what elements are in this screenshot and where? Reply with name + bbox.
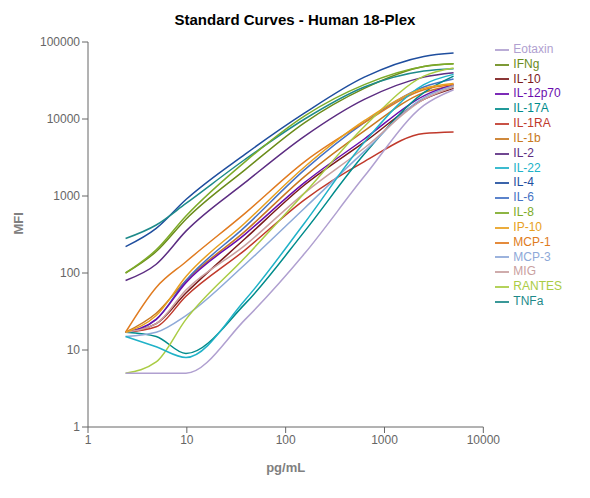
html-text:Standard Curves - Human 18-Ple: Standard Curves - Human 18-Plex — [174, 11, 416, 28]
svg-text:1: 1 — [73, 420, 80, 434]
svg-text:100000: 100000 — [40, 35, 80, 49]
html-text:RANTES: RANTES — [513, 279, 562, 294]
html-text:IL-12p70: IL-12p70 — [513, 86, 561, 101]
html-text:IL-22: IL-22 — [513, 160, 541, 175]
html-text:MCP-3: MCP-3 — [513, 249, 551, 264]
svg-text:MFI: MFI — [11, 212, 26, 234]
html-text:IL-2: IL-2 — [513, 145, 534, 160]
html-text:IL-17A: IL-17A — [513, 101, 549, 116]
html-text:IFNg: IFNg — [513, 56, 540, 71]
html-text:TNFa: TNFa — [513, 294, 544, 309]
html-text:IL-6: IL-6 — [513, 190, 534, 205]
svg-text:10: 10 — [180, 433, 194, 447]
svg-text:1000: 1000 — [371, 433, 398, 447]
svg-text:1000: 1000 — [53, 189, 80, 203]
html-text:IL-1RA: IL-1RA — [513, 116, 551, 131]
svg-text:100: 100 — [60, 266, 80, 280]
svg-text:10000: 10000 — [467, 433, 501, 447]
html-text:IL-10: IL-10 — [513, 71, 541, 86]
html-text:IL-4: IL-4 — [513, 175, 534, 190]
svg-text:10: 10 — [67, 343, 81, 357]
svg-text:1: 1 — [85, 433, 92, 447]
html-text:MIG: MIG — [513, 264, 536, 279]
svg-text:10000: 10000 — [47, 112, 81, 126]
html-text:IL-8: IL-8 — [513, 205, 534, 220]
html-text:IP-10: IP-10 — [513, 219, 542, 234]
svg-text:pg/mL: pg/mL — [266, 460, 305, 475]
svg-text:100: 100 — [276, 433, 296, 447]
html-text:MCP-1: MCP-1 — [513, 234, 551, 249]
html-text:Eotaxin: Eotaxin — [513, 42, 554, 56]
html-text:IL-1b: IL-1b — [513, 131, 541, 145]
